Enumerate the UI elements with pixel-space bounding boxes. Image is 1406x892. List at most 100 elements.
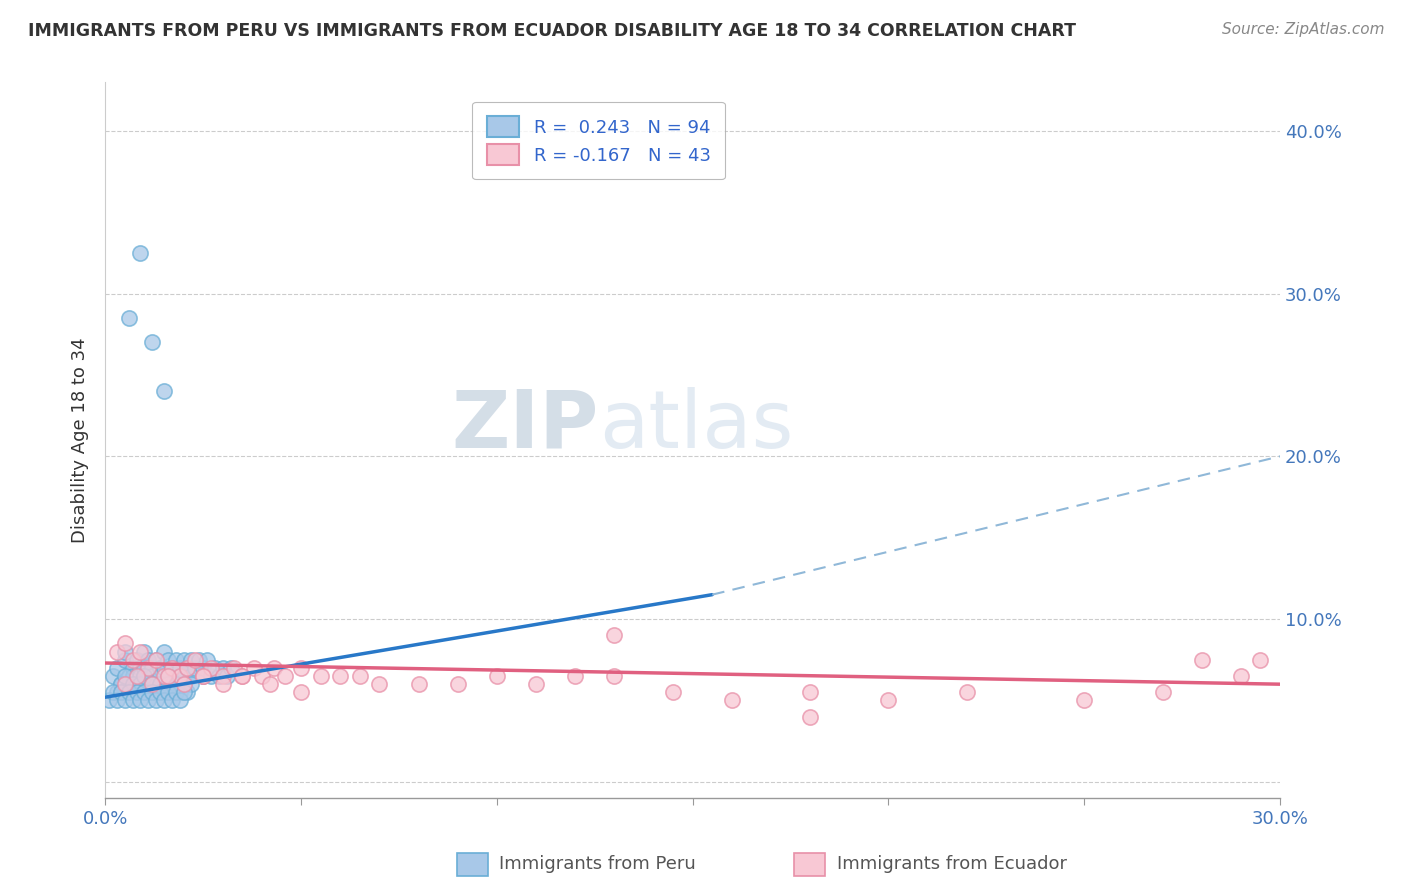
Point: [125, 669, 148, 683]
Point: [134, 669, 156, 683]
Point: [200, 661, 222, 675]
Point: [153, 693, 176, 707]
Point: [349, 669, 371, 683]
Point: [603, 669, 626, 683]
Point: [121, 669, 143, 683]
Point: [129, 245, 152, 260]
Point: [180, 653, 202, 667]
Point: [231, 669, 253, 683]
Point: [211, 677, 233, 691]
Point: [156, 669, 179, 683]
Point: [188, 653, 211, 667]
Point: [129, 669, 152, 683]
Point: [165, 685, 187, 699]
Point: [160, 693, 183, 707]
Point: [290, 685, 312, 699]
Point: [110, 677, 132, 691]
Point: [141, 661, 163, 675]
Point: [125, 685, 148, 699]
Point: [259, 677, 281, 691]
Point: [125, 677, 148, 691]
Point: [129, 645, 152, 659]
Point: [173, 677, 195, 691]
Point: [169, 693, 191, 707]
Point: [173, 669, 195, 683]
Point: [176, 685, 198, 699]
Point: [145, 677, 167, 691]
Point: [114, 693, 136, 707]
Point: [118, 685, 141, 699]
Point: [156, 685, 179, 699]
Text: IMMIGRANTS FROM PERU VS IMMIGRANTS FROM ECUADOR DISABILITY AGE 18 TO 34 CORRELAT: IMMIGRANTS FROM PERU VS IMMIGRANTS FROM …: [28, 22, 1076, 40]
Point: [447, 677, 470, 691]
Point: [211, 669, 233, 683]
Text: Immigrants from Ecuador: Immigrants from Ecuador: [837, 855, 1067, 873]
Point: [134, 685, 156, 699]
Point: [215, 669, 238, 683]
Point: [141, 669, 163, 683]
Point: [125, 669, 148, 683]
Text: Source: ZipAtlas.com: Source: ZipAtlas.com: [1222, 22, 1385, 37]
Point: [105, 685, 128, 699]
Point: [153, 645, 176, 659]
Point: [176, 661, 198, 675]
Point: [153, 384, 176, 399]
Point: [118, 677, 141, 691]
Point: [145, 653, 167, 667]
Point: [141, 677, 163, 691]
Point: [136, 661, 159, 675]
Point: [224, 661, 246, 675]
Point: [191, 669, 214, 683]
Point: [134, 645, 156, 659]
Point: [485, 669, 508, 683]
Point: [121, 661, 143, 675]
Point: [165, 669, 187, 683]
Point: [121, 653, 143, 667]
Point: [329, 669, 352, 683]
Point: [169, 685, 191, 699]
Point: [1152, 685, 1174, 699]
Point: [184, 653, 207, 667]
Point: [105, 693, 128, 707]
Point: [290, 661, 312, 675]
Point: [98, 693, 121, 707]
Point: [141, 335, 163, 350]
Point: [184, 661, 207, 675]
Point: [231, 669, 253, 683]
Point: [110, 685, 132, 699]
Point: [191, 661, 214, 675]
Point: [145, 693, 167, 707]
Point: [1230, 669, 1253, 683]
Point: [110, 677, 132, 691]
Point: [101, 685, 124, 699]
Point: [173, 685, 195, 699]
Point: [153, 661, 176, 675]
Point: [145, 685, 167, 699]
Point: [156, 669, 179, 683]
Point: [121, 693, 143, 707]
Point: [129, 677, 152, 691]
Point: [153, 669, 176, 683]
Text: atlas: atlas: [599, 387, 793, 465]
Point: [156, 653, 179, 667]
Point: [877, 693, 900, 707]
Point: [243, 661, 266, 675]
Point: [309, 669, 332, 683]
Text: ZIP: ZIP: [451, 387, 599, 465]
Point: [250, 669, 273, 683]
Point: [114, 636, 136, 650]
Point: [274, 669, 297, 683]
Point: [204, 661, 226, 675]
Point: [180, 677, 202, 691]
Point: [105, 645, 128, 659]
Point: [129, 693, 152, 707]
Point: [169, 669, 191, 683]
Point: [263, 661, 285, 675]
Point: [121, 677, 143, 691]
Point: [114, 645, 136, 659]
Point: [173, 677, 195, 691]
Point: [191, 669, 214, 683]
Point: [149, 661, 172, 675]
Point: [129, 661, 152, 675]
Point: [125, 653, 148, 667]
